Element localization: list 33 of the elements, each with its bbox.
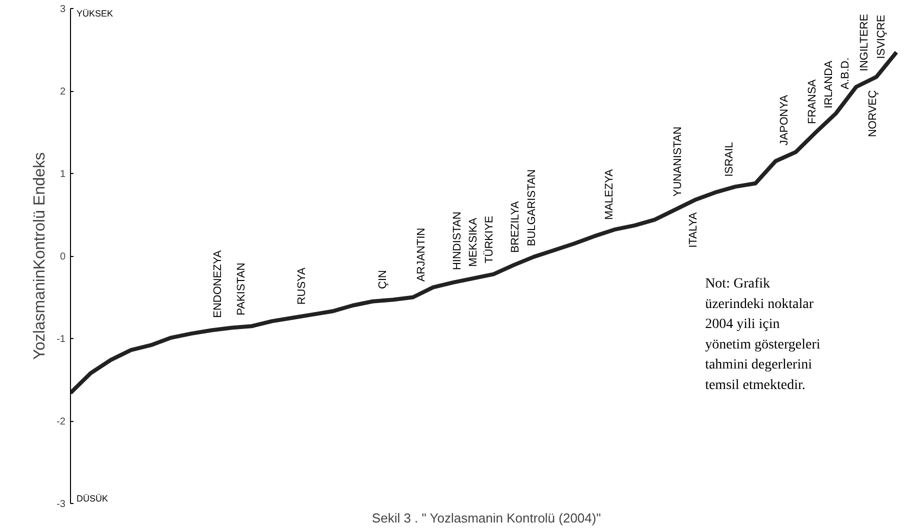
annotation: BREZILYA	[510, 200, 522, 253]
annotation: IRLANDA	[823, 60, 836, 108]
y-tick-label: 3	[60, 4, 66, 15]
y-axis-title: YozlasmaninKontrolü Endeks	[32, 152, 49, 360]
annotation: RUSYA	[296, 266, 308, 305]
annotation: PAKISTAN	[236, 262, 248, 316]
y-tick-label: 1	[60, 169, 66, 180]
annotation: JAPONYA	[778, 94, 791, 146]
annotation: ISVIÇRE	[876, 14, 888, 59]
annotation: MEKSIKA	[467, 217, 480, 267]
y-tick-label: -1	[56, 334, 66, 345]
y-tick-label: 2	[60, 86, 66, 98]
annotation: FRANSA	[806, 78, 819, 124]
annotation: NORVEÇ	[866, 90, 879, 138]
annotation: INGILTERE	[858, 14, 871, 72]
y-tick-label: -3	[56, 499, 66, 510]
annotation: YUNANISTAN	[672, 126, 684, 197]
annotation: MALEZYA	[603, 168, 616, 220]
annotation: YÜKSEK	[76, 8, 114, 18]
annotation: ÇIN	[376, 270, 389, 289]
annotation: DÜSÜK	[76, 494, 108, 504]
annotation: ARJANTIN	[415, 228, 428, 282]
y-tick-label: 0	[60, 252, 66, 262]
annotation: HINDISTAN	[451, 212, 464, 270]
annotation: TÜRKIYE	[482, 216, 496, 264]
annotation: ISRAIL	[724, 142, 736, 177]
y-tick-label: -2	[56, 416, 66, 428]
annotation: BULGARISTAN	[526, 169, 538, 246]
annotation: ITALYA	[687, 212, 700, 248]
annotation: ENDONEZYA	[212, 250, 224, 318]
text: Sekil 3 . " Yozlasmanin Kontrolü (2004)"	[372, 510, 602, 526]
annotation: A.B.D.	[839, 58, 852, 90]
annotation: Not: Grafik üzerindeki noktalar 2004 yili için yönetim göstergeleri tahmini degerlerini temsil etmektedir.	[705, 276, 820, 393]
